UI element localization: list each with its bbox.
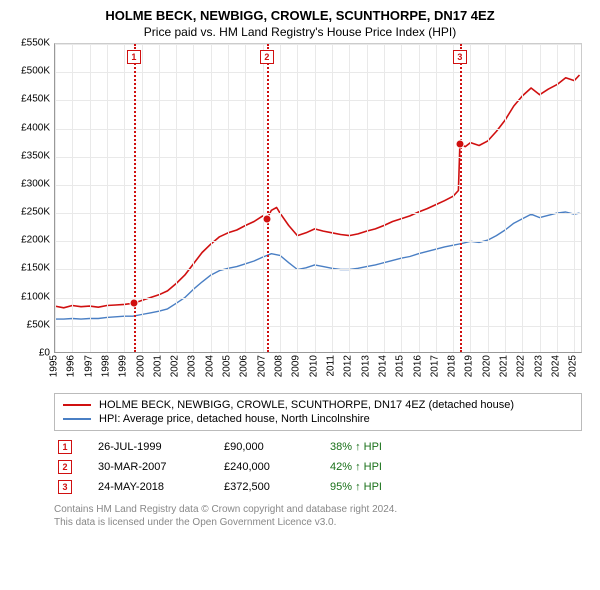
- x-tick-label: 2009: [291, 355, 302, 377]
- marker-vline-3: [460, 44, 462, 352]
- legend-swatch-hpi: [63, 418, 91, 420]
- legend-row-hpi: HPI: Average price, detached house, Nort…: [63, 412, 573, 426]
- x-tick-label: 2001: [152, 355, 163, 377]
- legend-label-property: HOLME BECK, NEWBIGG, CROWLE, SCUNTHORPE,…: [99, 399, 514, 411]
- x-tick-label: 2004: [204, 355, 215, 377]
- legend-box: HOLME BECK, NEWBIGG, CROWLE, SCUNTHORPE,…: [54, 393, 582, 431]
- annotation-date-1: 26-JUL-1999: [98, 441, 198, 453]
- x-tick-label: 2010: [308, 355, 319, 377]
- footer-line-1: Contains HM Land Registry data © Crown c…: [54, 503, 582, 516]
- x-tick-label: 2015: [395, 355, 406, 377]
- y-tick-label: £300K: [21, 178, 50, 189]
- x-tick-label: 2017: [429, 355, 440, 377]
- title-address: HOLME BECK, NEWBIGG, CROWLE, SCUNTHORPE,…: [12, 8, 588, 23]
- marker-box-1: 1: [127, 50, 141, 64]
- x-tick-label: 2022: [516, 355, 527, 377]
- y-tick-label: £250K: [21, 207, 50, 218]
- legend-row-property: HOLME BECK, NEWBIGG, CROWLE, SCUNTHORPE,…: [63, 398, 573, 412]
- x-tick-label: 2014: [377, 355, 388, 377]
- chart-container: HOLME BECK, NEWBIGG, CROWLE, SCUNTHORPE,…: [0, 0, 600, 590]
- annotation-pct-3: 95% ↑ HPI: [330, 481, 382, 493]
- annotation-price-1: £90,000: [224, 441, 304, 453]
- y-axis: £0£50K£100K£150K£200K£250K£300K£350K£400…: [12, 43, 54, 353]
- x-tick-label: 2006: [239, 355, 250, 377]
- plot-area: 1 2 3: [54, 43, 582, 353]
- x-tick-label: 2003: [187, 355, 198, 377]
- annotation-pct-1: 38% ↑ HPI: [330, 441, 382, 453]
- x-tick-label: 1999: [118, 355, 129, 377]
- x-axis: 1995199619971998199920002001200220032004…: [54, 353, 582, 393]
- x-tick-label: 1997: [83, 355, 94, 377]
- x-tick-label: 2008: [274, 355, 285, 377]
- x-tick-label: 1996: [66, 355, 77, 377]
- y-tick-label: £450K: [21, 94, 50, 105]
- marker-dot-2: [262, 214, 271, 223]
- y-tick-label: £350K: [21, 150, 50, 161]
- footer-line-2: This data is licensed under the Open Gov…: [54, 516, 582, 529]
- x-tick-label: 1998: [100, 355, 111, 377]
- x-tick-label: 2011: [325, 355, 336, 377]
- x-tick-label: 2016: [412, 355, 423, 377]
- x-tick-label: 2019: [464, 355, 475, 377]
- x-tick-label: 2002: [170, 355, 181, 377]
- y-tick-label: £400K: [21, 122, 50, 133]
- x-tick-label: 2025: [568, 355, 579, 377]
- x-tick-label: 2007: [256, 355, 267, 377]
- annotation-row-3: 3 24-MAY-2018 £372,500 95% ↑ HPI: [54, 477, 582, 497]
- x-tick-label: 2023: [533, 355, 544, 377]
- x-tick-label: 2000: [135, 355, 146, 377]
- x-tick-label: 2018: [447, 355, 458, 377]
- title-block: HOLME BECK, NEWBIGG, CROWLE, SCUNTHORPE,…: [12, 8, 588, 39]
- x-tick-label: 2013: [360, 355, 371, 377]
- annotation-row-1: 1 26-JUL-1999 £90,000 38% ↑ HPI: [54, 437, 582, 457]
- y-tick-label: £500K: [21, 66, 50, 77]
- annotation-price-2: £240,000: [224, 461, 304, 473]
- marker-box-3: 3: [453, 50, 467, 64]
- annotation-marker-1: 1: [58, 440, 72, 454]
- annotation-table: 1 26-JUL-1999 £90,000 38% ↑ HPI 2 30-MAR…: [54, 437, 582, 497]
- annotation-date-2: 30-MAR-2007: [98, 461, 198, 473]
- annotation-marker-3: 3: [58, 480, 72, 494]
- y-tick-label: £100K: [21, 291, 50, 302]
- footer-attribution: Contains HM Land Registry data © Crown c…: [54, 503, 582, 529]
- marker-box-2: 2: [260, 50, 274, 64]
- annotation-pct-2: 42% ↑ HPI: [330, 461, 382, 473]
- title-subtitle: Price paid vs. HM Land Registry's House …: [12, 25, 588, 39]
- x-tick-label: 2024: [551, 355, 562, 377]
- y-tick-label: £50K: [27, 319, 50, 330]
- x-tick-label: 1995: [49, 355, 60, 377]
- marker-dot-3: [455, 140, 464, 149]
- annotation-price-3: £372,500: [224, 481, 304, 493]
- y-tick-label: £200K: [21, 235, 50, 246]
- legend-swatch-property: [63, 404, 91, 406]
- annotation-marker-2: 2: [58, 460, 72, 474]
- y-tick-label: £150K: [21, 263, 50, 274]
- y-tick-label: £550K: [21, 38, 50, 49]
- marker-vline-2: [267, 44, 269, 352]
- annotation-row-2: 2 30-MAR-2007 £240,000 42% ↑ HPI: [54, 457, 582, 477]
- annotation-date-3: 24-MAY-2018: [98, 481, 198, 493]
- x-tick-label: 2012: [343, 355, 354, 377]
- x-tick-label: 2020: [481, 355, 492, 377]
- x-tick-label: 2021: [499, 355, 510, 377]
- legend-label-hpi: HPI: Average price, detached house, Nort…: [99, 413, 370, 425]
- x-tick-label: 2005: [222, 355, 233, 377]
- marker-dot-1: [129, 299, 138, 308]
- chart-area: £0£50K£100K£150K£200K£250K£300K£350K£400…: [12, 43, 588, 393]
